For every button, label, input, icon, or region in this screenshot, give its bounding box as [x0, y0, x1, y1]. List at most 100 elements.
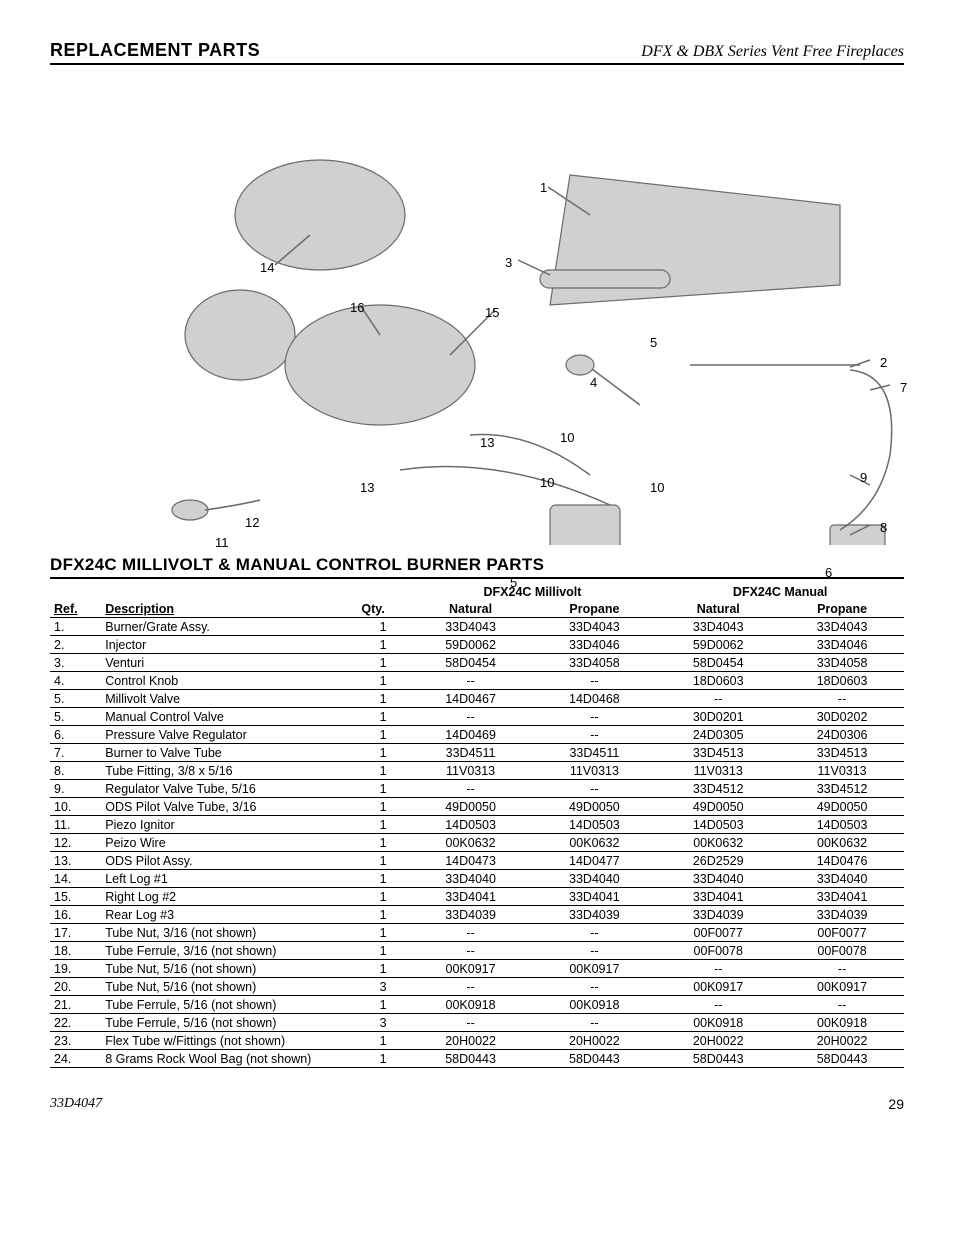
table-cell: Peizo Wire	[101, 834, 357, 852]
section-title: REPLACEMENT PARTS	[50, 40, 260, 61]
table-cell: 33D4046	[780, 636, 904, 654]
table-row: 12.Peizo Wire100K063200K063200K063200K06…	[50, 834, 904, 852]
table-row: 5.Manual Control Valve1----30D020130D020…	[50, 708, 904, 726]
table-row: 15.Right Log #2133D404133D404133D404133D…	[50, 888, 904, 906]
table-cell: 20H0022	[532, 1032, 656, 1050]
table-cell: Burner/Grate Assy.	[101, 618, 357, 636]
table-cell: --	[780, 960, 904, 978]
table-cell: 19.	[50, 960, 101, 978]
table-cell: 24D0306	[780, 726, 904, 744]
table-cell: --	[409, 708, 533, 726]
diagram-callout: 8	[880, 520, 887, 535]
diagram-callout: 16	[350, 300, 364, 315]
table-cell: 58D0443	[532, 1050, 656, 1068]
table-cell: 33D4039	[409, 906, 533, 924]
diagram-callout: 10	[540, 475, 554, 490]
diagram-callout: 9	[860, 470, 867, 485]
table-row: 20.Tube Nut, 5/16 (not shown)3----00K091…	[50, 978, 904, 996]
diagram-svg	[50, 75, 904, 545]
table-cell: 49D0050	[780, 798, 904, 816]
table-cell: 1	[357, 708, 408, 726]
table-cell: 33D4043	[532, 618, 656, 636]
table-cell: 14D0469	[409, 726, 533, 744]
table-cell: 1	[357, 834, 408, 852]
table-cell: Piezo Ignitor	[101, 816, 357, 834]
table-cell: 1	[357, 852, 408, 870]
table-cell: 33D4511	[532, 744, 656, 762]
table-cell: 10.	[50, 798, 101, 816]
table-cell: 4.	[50, 672, 101, 690]
table-cell: 11V0313	[656, 762, 780, 780]
table-cell: 33D4512	[656, 780, 780, 798]
table-cell: 49D0050	[409, 798, 533, 816]
table-cell: 20H0022	[656, 1032, 780, 1050]
table-cell: 33D4511	[409, 744, 533, 762]
table-cell: 00K0917	[532, 960, 656, 978]
table-column-header-row: Ref. Description Qty. Natural Propane Na…	[50, 600, 904, 618]
table-cell: 33D4041	[409, 888, 533, 906]
table-cell: 23.	[50, 1032, 101, 1050]
table-cell: 33D4512	[780, 780, 904, 798]
table-cell: Millivolt Valve	[101, 690, 357, 708]
table-cell: Burner to Valve Tube	[101, 744, 357, 762]
table-cell: 1	[357, 690, 408, 708]
table-cell: 33D4058	[532, 654, 656, 672]
col-man-nat: Natural	[656, 600, 780, 618]
table-cell: 11.	[50, 816, 101, 834]
table-cell: 5.	[50, 690, 101, 708]
table-cell: 1	[357, 636, 408, 654]
table-cell: --	[656, 996, 780, 1014]
table-cell: 3	[357, 978, 408, 996]
table-cell: 1	[357, 654, 408, 672]
table-row: 16.Rear Log #3133D403933D403933D403933D4…	[50, 906, 904, 924]
diagram-callout: 15	[485, 305, 499, 320]
table-cell: 8.	[50, 762, 101, 780]
table-cell: 13.	[50, 852, 101, 870]
table-heading: DFX24C MILLIVOLT & MANUAL CONTROL BURNER…	[50, 555, 904, 579]
table-cell: 1.	[50, 618, 101, 636]
table-cell: 00K0918	[780, 1014, 904, 1032]
table-cell: 14D0503	[780, 816, 904, 834]
table-cell: 21.	[50, 996, 101, 1014]
table-cell: 33D4043	[409, 618, 533, 636]
table-cell: 11V0313	[780, 762, 904, 780]
table-cell: --	[409, 924, 533, 942]
table-cell: Rear Log #3	[101, 906, 357, 924]
table-cell: 1	[357, 942, 408, 960]
diagram-callout: 1	[540, 180, 547, 195]
table-row: 8.Tube Fitting, 3/8 x 5/16111V031311V031…	[50, 762, 904, 780]
table-cell: ODS Pilot Assy.	[101, 852, 357, 870]
table-cell: 14D0503	[532, 816, 656, 834]
doc-number: 33D4047	[50, 1096, 102, 1112]
table-cell: 33D4043	[780, 618, 904, 636]
table-cell: 33D4041	[656, 888, 780, 906]
diagram-callout: 5	[650, 335, 657, 350]
table-cell: Tube Ferrule, 3/16 (not shown)	[101, 942, 357, 960]
diagram-callout: 11	[215, 535, 229, 550]
table-cell: 14D0468	[532, 690, 656, 708]
table-cell: 14D0503	[656, 816, 780, 834]
table-cell: 1	[357, 726, 408, 744]
table-cell: --	[780, 690, 904, 708]
table-cell: Tube Fitting, 3/8 x 5/16	[101, 762, 357, 780]
table-cell: 33D4043	[656, 618, 780, 636]
diagram-callout: 4	[590, 375, 597, 390]
table-cell: 00K0632	[532, 834, 656, 852]
col-qty: Qty.	[357, 600, 408, 618]
diagram-callout: 13	[480, 435, 494, 450]
table-cell: 00K0918	[532, 996, 656, 1014]
table-cell: 1	[357, 924, 408, 942]
table-row: 3.Venturi158D045433D405858D045433D4058	[50, 654, 904, 672]
table-cell: 20H0022	[780, 1032, 904, 1050]
group-millivolt: DFX24C Millivolt	[409, 583, 657, 600]
parts-table: DFX24C Millivolt DFX24C Manual Ref. Desc…	[50, 583, 904, 1068]
table-cell: 18.	[50, 942, 101, 960]
table-cell: 33D4039	[780, 906, 904, 924]
table-row: 14.Left Log #1133D404033D404033D404033D4…	[50, 870, 904, 888]
table-cell: Pressure Valve Regulator	[101, 726, 357, 744]
product-series: DFX & DBX Series Vent Free Fireplaces	[641, 43, 904, 61]
table-cell: 1	[357, 618, 408, 636]
table-cell: 58D0443	[656, 1050, 780, 1068]
table-cell: Right Log #2	[101, 888, 357, 906]
table-cell: 1	[357, 906, 408, 924]
